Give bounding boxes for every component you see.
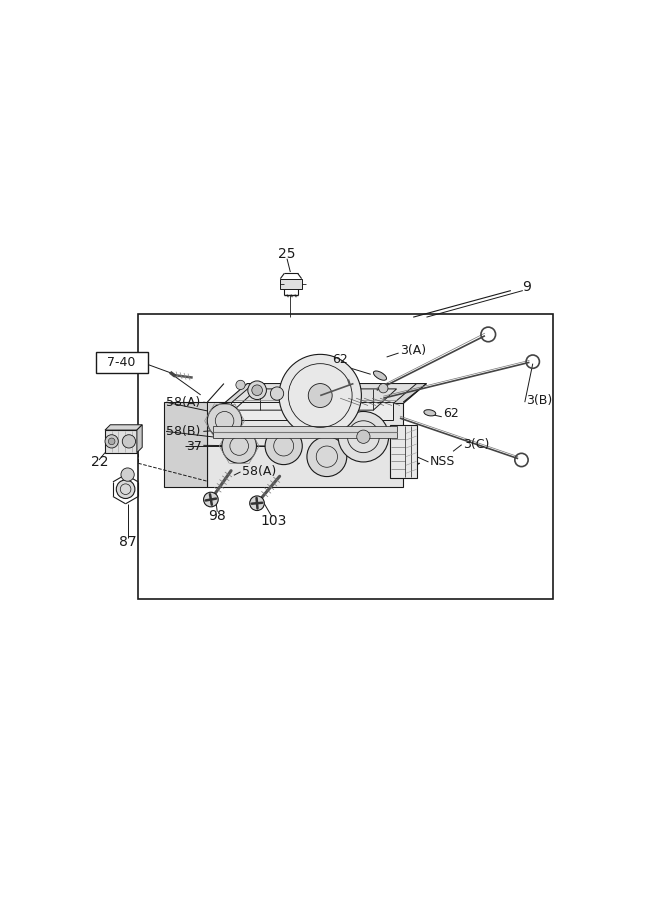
Circle shape [207,403,242,438]
Text: 7-40: 7-40 [107,356,136,369]
Circle shape [203,492,218,507]
Ellipse shape [374,371,387,381]
Circle shape [122,435,135,448]
Text: 58(B): 58(B) [166,425,201,438]
Circle shape [236,381,245,390]
Circle shape [252,385,262,395]
Circle shape [338,411,389,462]
Text: 87: 87 [119,535,137,549]
Circle shape [265,428,302,464]
Polygon shape [164,402,207,487]
Circle shape [108,438,115,445]
Polygon shape [224,383,426,403]
Text: 58(A): 58(A) [242,465,276,479]
Circle shape [270,387,283,400]
Polygon shape [207,402,231,420]
Text: 3(A): 3(A) [400,344,426,357]
Text: 98: 98 [208,509,226,524]
Text: 3(C): 3(C) [463,438,490,451]
Circle shape [248,381,266,400]
Text: 3(B): 3(B) [526,393,552,407]
Polygon shape [390,425,416,478]
Circle shape [307,436,347,477]
Text: 25: 25 [278,248,295,261]
Polygon shape [207,402,404,487]
Polygon shape [280,279,301,289]
Polygon shape [164,464,420,487]
Text: 9: 9 [522,280,530,294]
Circle shape [357,430,370,444]
Text: NSS: NSS [430,455,455,469]
Circle shape [279,355,362,436]
Text: 62: 62 [332,353,348,366]
Circle shape [105,435,118,448]
Circle shape [308,383,332,408]
Circle shape [249,496,264,510]
FancyBboxPatch shape [95,353,147,373]
Polygon shape [137,425,142,453]
Circle shape [121,468,134,482]
Circle shape [379,383,388,393]
Polygon shape [231,402,394,420]
Ellipse shape [424,410,436,416]
Polygon shape [231,383,416,403]
Text: 58(A): 58(A) [166,396,200,409]
Text: 103: 103 [261,514,287,528]
Polygon shape [105,425,142,430]
Text: 37: 37 [186,439,202,453]
Text: 22: 22 [91,455,109,469]
Bar [213,426,398,438]
Bar [137,314,553,599]
Circle shape [222,428,256,464]
Bar [105,430,137,453]
Text: 62: 62 [443,407,459,420]
Circle shape [116,480,135,499]
